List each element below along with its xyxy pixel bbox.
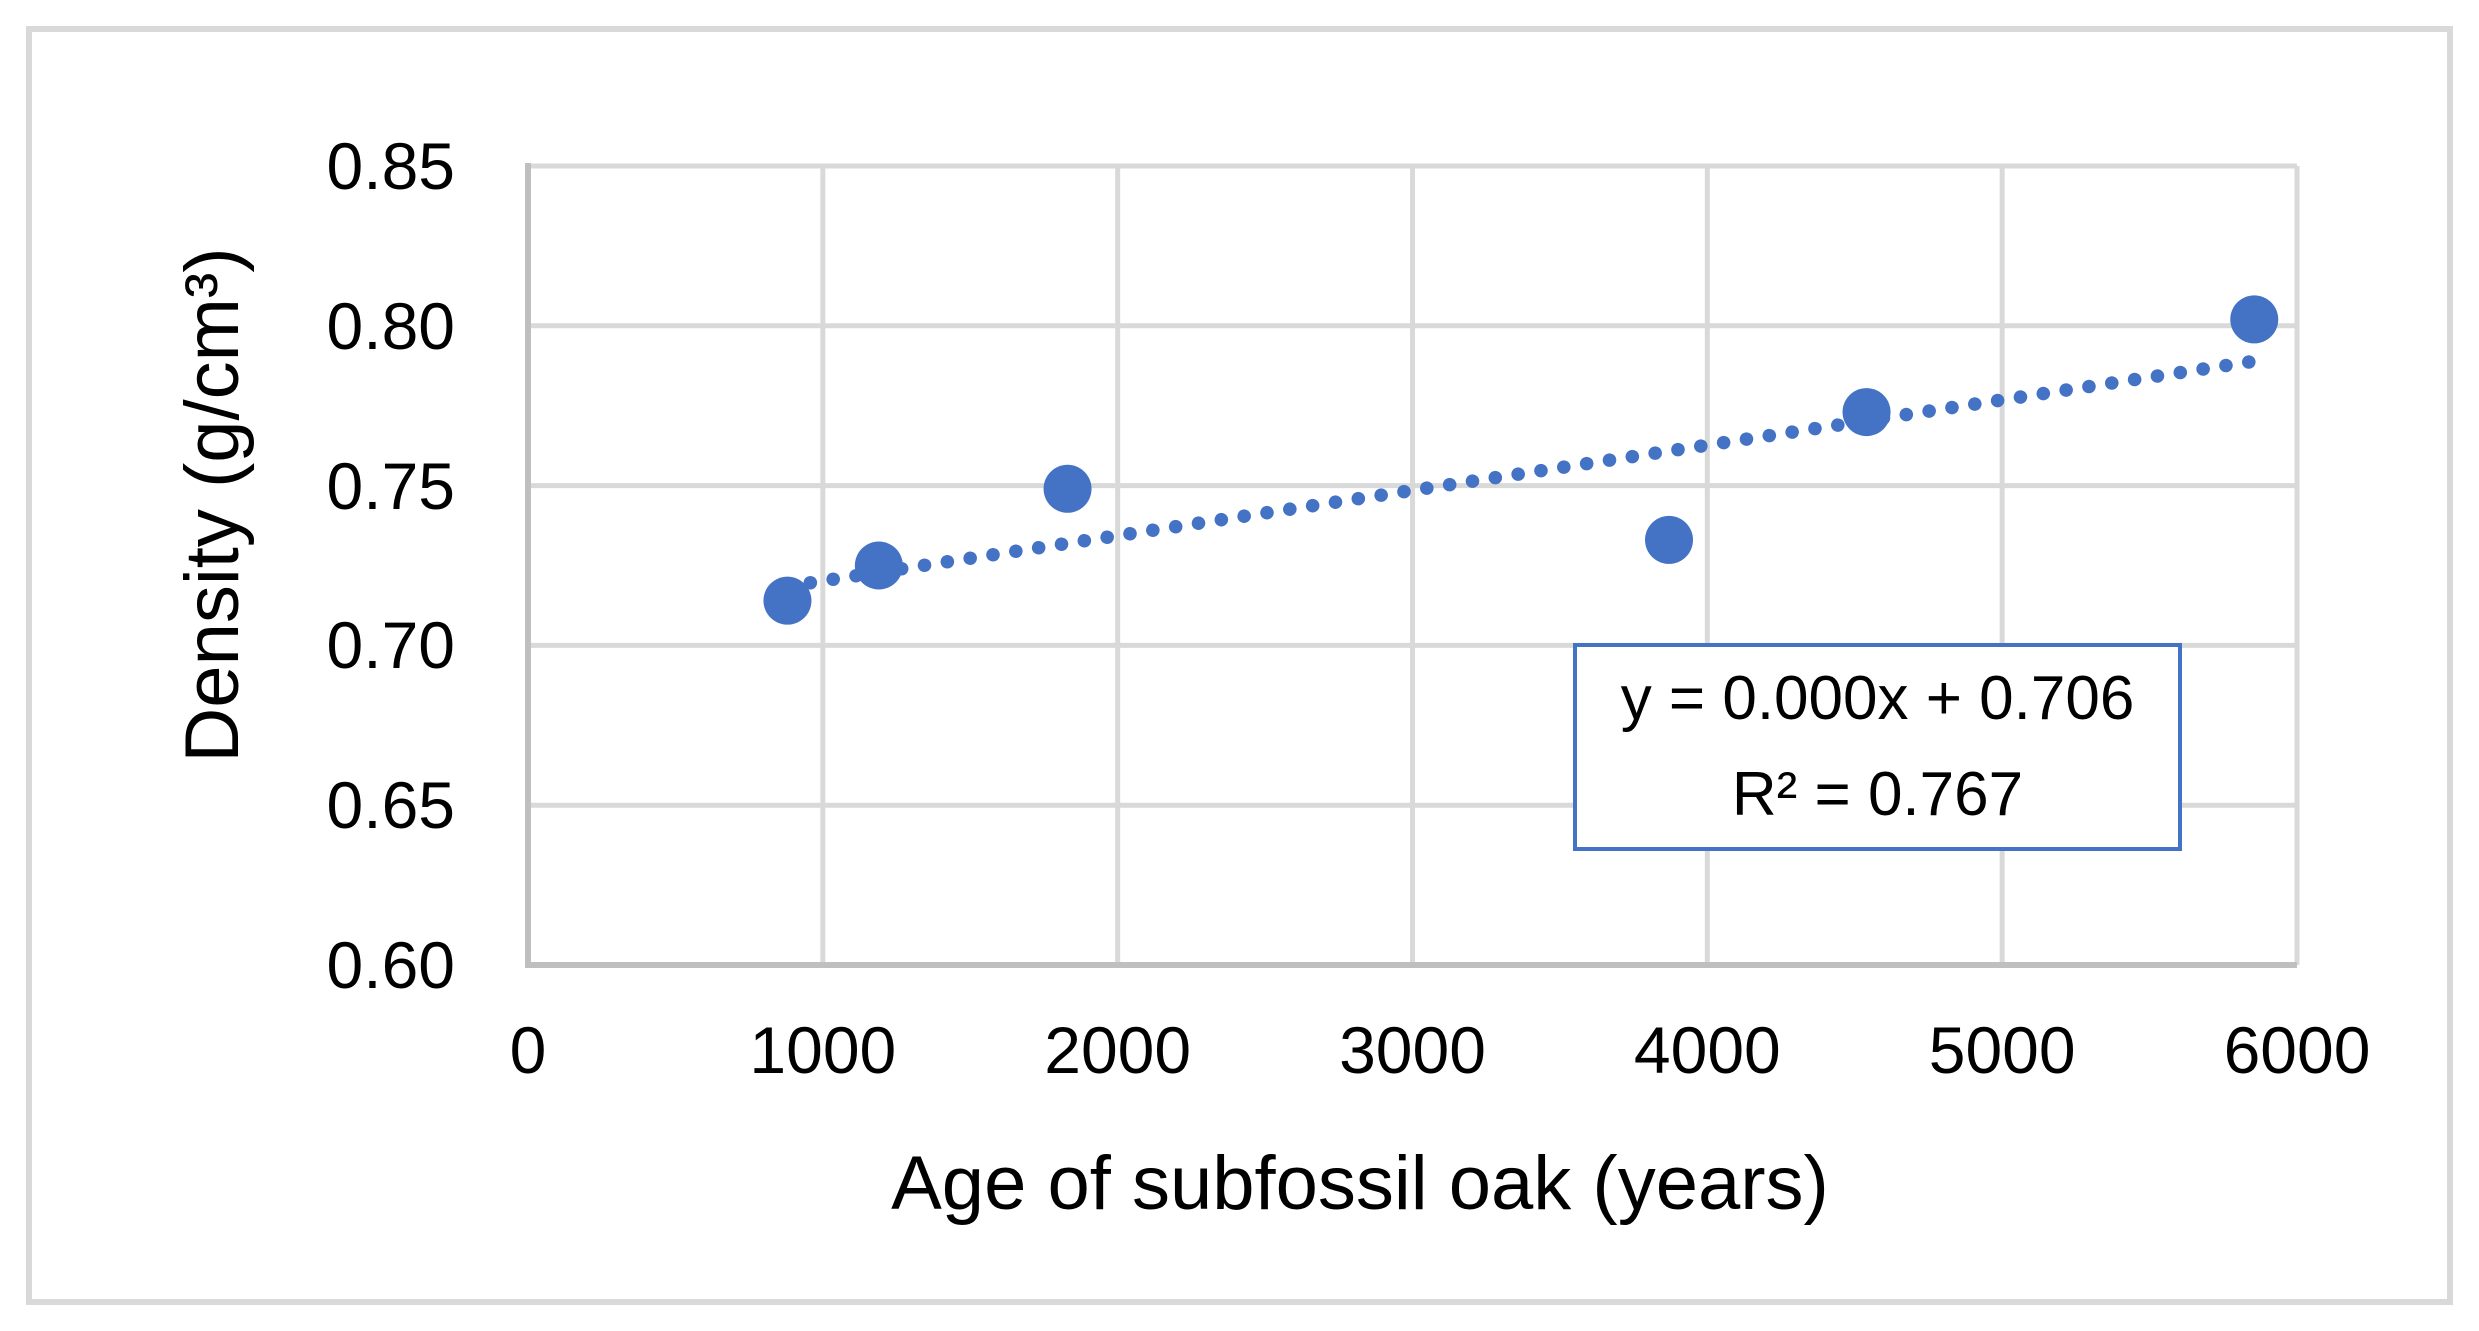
r-squared-label: R² = 0.767 [1731, 760, 2024, 829]
y-tick-label: 0.80 [326, 288, 455, 363]
y-tick-label: 0.70 [326, 608, 455, 683]
trendline-equation-box: y = 0.000x + 0.706 R² = 0.767 [1573, 643, 2182, 851]
x-axis-title: Age of subfossil oak (years) [891, 1141, 1829, 1226]
x-tick-label: 4000 [1633, 1013, 1781, 1087]
x-tick-label: 3000 [1339, 1013, 1486, 1087]
x-tick-label: 2000 [1044, 1013, 1192, 1087]
x-tick-label: 0 [509, 1013, 547, 1087]
y-axis-title: Density (g/cm³) [170, 247, 255, 763]
x-tick-label: 1000 [749, 1013, 897, 1087]
data-point [854, 541, 903, 590]
data-point [1043, 464, 1092, 513]
data-point [2230, 295, 2279, 344]
x-tick-label: 5000 [1928, 1013, 2076, 1087]
y-tick-label: 0.65 [326, 768, 455, 843]
trendline-equation-label: y = 0.000x + 0.706 [1620, 664, 2135, 733]
y-tick-label: 0.85 [326, 129, 455, 203]
data-point [1842, 388, 1891, 437]
data-point [1645, 515, 1694, 564]
x-tick-label: 6000 [2223, 1013, 2371, 1087]
trendline [780, 354, 2263, 594]
y-tick-label: 0.60 [326, 928, 455, 1002]
y-tick-label: 0.75 [326, 448, 455, 523]
data-point [763, 576, 812, 625]
